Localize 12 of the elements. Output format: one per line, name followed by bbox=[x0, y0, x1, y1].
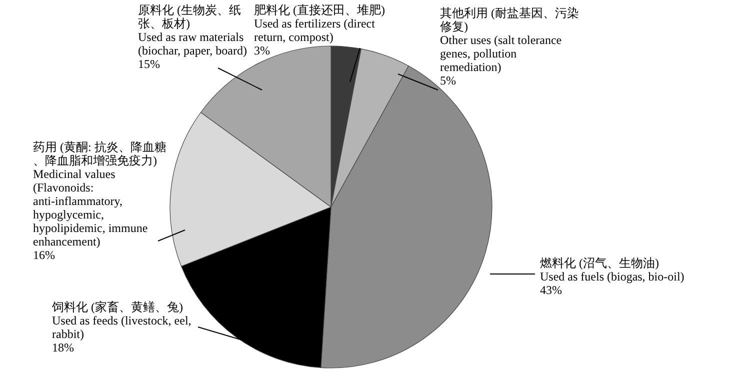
slice-label: 肥料化 (直接还田、堆肥) Used as fertilizers (direct return, compost) bbox=[254, 3, 385, 44]
slice-label: 其他利用 (耐盐基因、污染修复) Other uses (salt tolerance genes, pollution remediation) bbox=[440, 6, 579, 74]
data-label: 18% bbox=[52, 340, 74, 354]
data-label: 15% bbox=[138, 57, 160, 71]
data-label: 3% bbox=[254, 44, 270, 58]
data-label: 16% bbox=[33, 248, 55, 262]
data-label: 43% bbox=[540, 283, 562, 297]
slice-label: 燃料化 (沼气、生物油) Used as fuels (biogas, bio-oil) bbox=[540, 256, 684, 284]
data-label: 5% bbox=[440, 74, 456, 88]
slice-label: 饲料化 (家畜、黄鳝、兔) Used as feeds (livestock, eel, rabbit) bbox=[51, 300, 192, 341]
slice-label: 原料化 (生物炭、纸张、板材) Used as raw materials (biochar, paper, board) bbox=[138, 3, 247, 58]
slice-label: 药用 (黄酮: 抗炎、降血糖、降血脂和增强免疫力) Medicinal values (Flavonoids: anti-inflammatory, hypoglycemic, hypolipidemic, immune enhancement) bbox=[33, 140, 166, 248]
